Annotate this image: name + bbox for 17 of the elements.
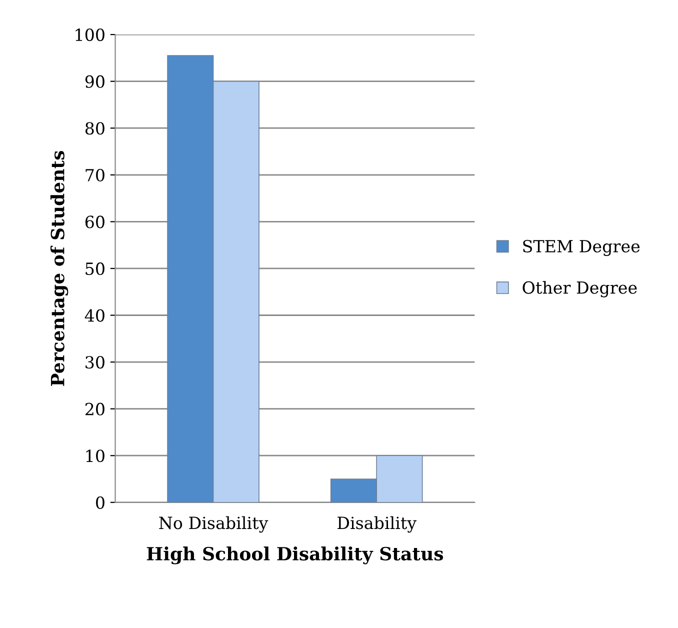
- y-tick-label: 50: [86, 262, 104, 276]
- x-tick-label: Disability: [338, 516, 417, 533]
- x-axis-title: High School Disability Status: [146, 546, 444, 564]
- y-tick-label: 40: [84, 309, 104, 322]
- y-axis-title: Percentage of Students: [50, 150, 68, 386]
- y-tick-label: 30: [86, 356, 104, 369]
- legend-label: STEM Degree: [523, 240, 640, 256]
- y-tick-label: 100: [76, 28, 104, 42]
- y-tick-label: 0: [96, 496, 104, 509]
- x-tick-label: No Disability: [159, 516, 268, 533]
- y-tick-label: 90: [85, 75, 104, 88]
- y-tick-label: 80: [85, 122, 104, 135]
- y-tick-label: 20: [85, 402, 104, 416]
- legend-label: Other Degree: [522, 280, 637, 298]
- y-tick-label: 70: [86, 168, 104, 182]
- y-tick-label: 10: [86, 450, 104, 462]
- y-tick-label: 60: [85, 216, 104, 228]
